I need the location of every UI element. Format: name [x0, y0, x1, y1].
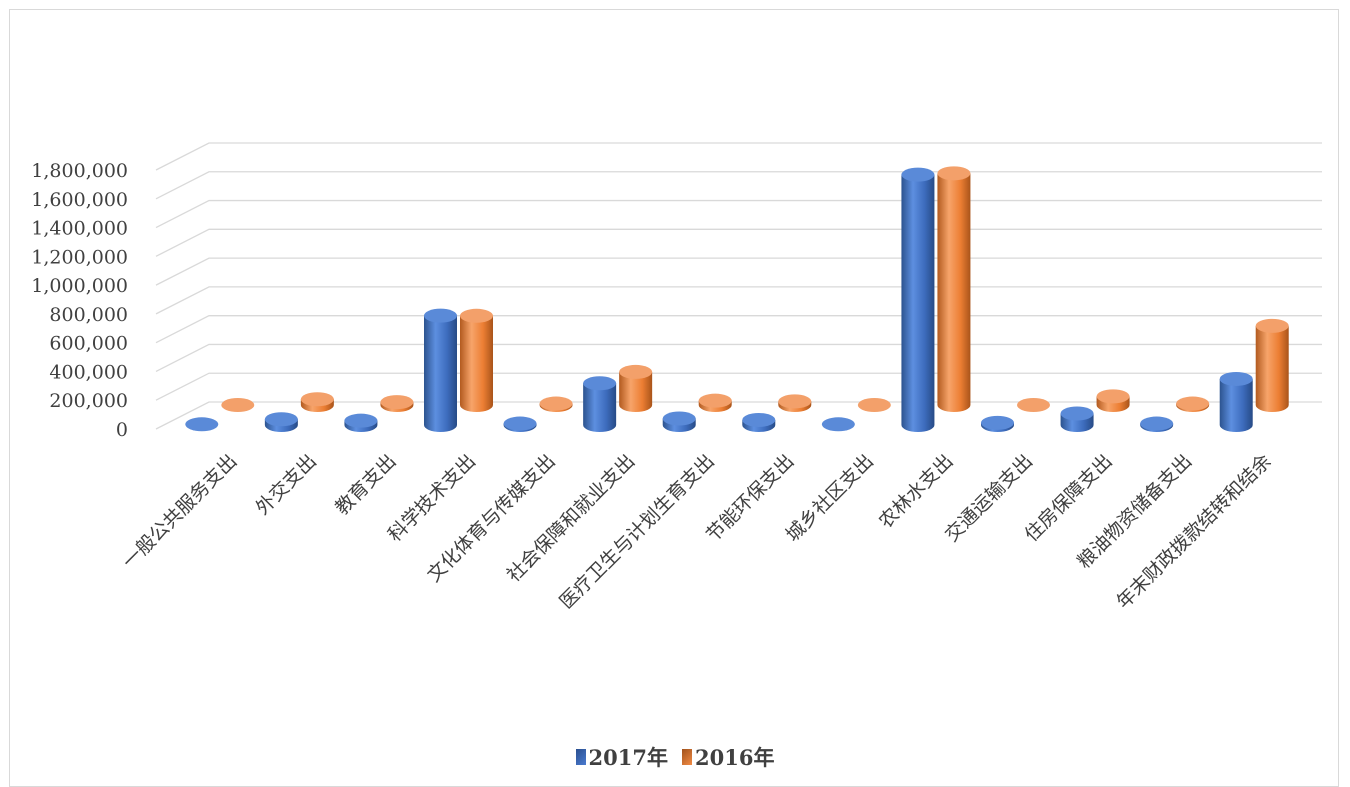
bar-series-0	[185, 417, 219, 432]
y-tick-label: 1,400,000	[31, 218, 128, 240]
x-tick-label: 医疗卫生与计划生育支出	[555, 450, 718, 613]
bar-series-1	[778, 394, 812, 413]
y-tick-label: 0	[116, 419, 128, 441]
y-tick-label: 800,000	[49, 304, 128, 326]
gridline	[155, 142, 1322, 171]
y-tick-label: 1,200,000	[31, 246, 128, 268]
y-tick-label: 200,000	[49, 390, 128, 412]
x-tick-label: 年末财政拨款结转和结余	[1112, 450, 1275, 613]
bar-series-0	[264, 412, 298, 432]
legend: 2017年 2016年	[0, 742, 1350, 772]
bar-series-1	[539, 396, 573, 413]
bar-series-1	[221, 398, 255, 412]
bar-series-0	[1140, 416, 1174, 432]
legend-label-series-0: 2017年	[588, 745, 668, 770]
y-tick-label: 1,800,000	[31, 160, 128, 182]
gridline	[155, 171, 1322, 200]
x-tick-label: 外交支出	[252, 450, 321, 519]
bar-series-0	[742, 412, 776, 432]
bars	[185, 166, 1289, 432]
bar-series-1	[619, 364, 653, 413]
x-tick-label: 农林水支出	[875, 450, 958, 533]
y-tick-label: 600,000	[49, 333, 128, 355]
bar-series-0	[424, 308, 457, 432]
y-axis-labels: 0 200,000 400,000 600,000 800,000 1,000,000 1,…	[31, 160, 128, 441]
bar-series-1	[1096, 389, 1130, 413]
legend-swatch-series-0	[575, 749, 586, 765]
x-axis-labels: 一般公共服务支出 外交支出 教育支出科学技术支出文化体育与传媒支出社会保障和就业支出…	[118, 450, 1275, 613]
bar-series-0	[1060, 406, 1094, 432]
legend-item-series-1: 2016年	[682, 742, 774, 772]
legend-swatch-series-1	[682, 749, 692, 765]
bar-series-0	[821, 417, 855, 432]
y-tick-label: 1,600,000	[31, 189, 128, 211]
bar-series-1	[460, 308, 493, 413]
bar-series-0	[981, 415, 1014, 432]
legend-item-series-0: 2017年	[575, 742, 668, 772]
bar-series-0	[901, 167, 935, 432]
bar-series-1	[937, 166, 971, 413]
bar-series-1	[1255, 318, 1289, 413]
y-tick-label: 1,000,000	[31, 275, 128, 297]
bar-series-0	[344, 413, 378, 432]
bar-series-1	[380, 395, 414, 413]
bar-series-1	[1176, 396, 1210, 413]
bar-series-1	[300, 392, 334, 413]
bar-series-1	[1017, 398, 1050, 412]
x-tick-label: 教育支出	[331, 450, 400, 519]
bar-series-0	[662, 411, 696, 432]
gridline	[155, 257, 1322, 286]
gridline	[155, 286, 1322, 315]
gridline	[155, 199, 1322, 229]
y-tick-label: 400,000	[49, 361, 128, 383]
gridline-spacer	[156, 143, 1322, 170]
bar-series-1	[857, 398, 891, 412]
legend-label-series-1: 2016年	[695, 745, 775, 770]
x-tick-label: 一般公共服务支出	[118, 450, 241, 573]
bar-series-0	[1219, 371, 1253, 432]
gridlines	[155, 142, 1322, 430]
gridline	[155, 343, 1322, 373]
bar-series-0	[503, 416, 537, 432]
gridline	[155, 228, 1322, 257]
gridline	[155, 315, 1322, 344]
bar-series-0	[583, 376, 617, 432]
bar-series-1	[698, 393, 732, 413]
